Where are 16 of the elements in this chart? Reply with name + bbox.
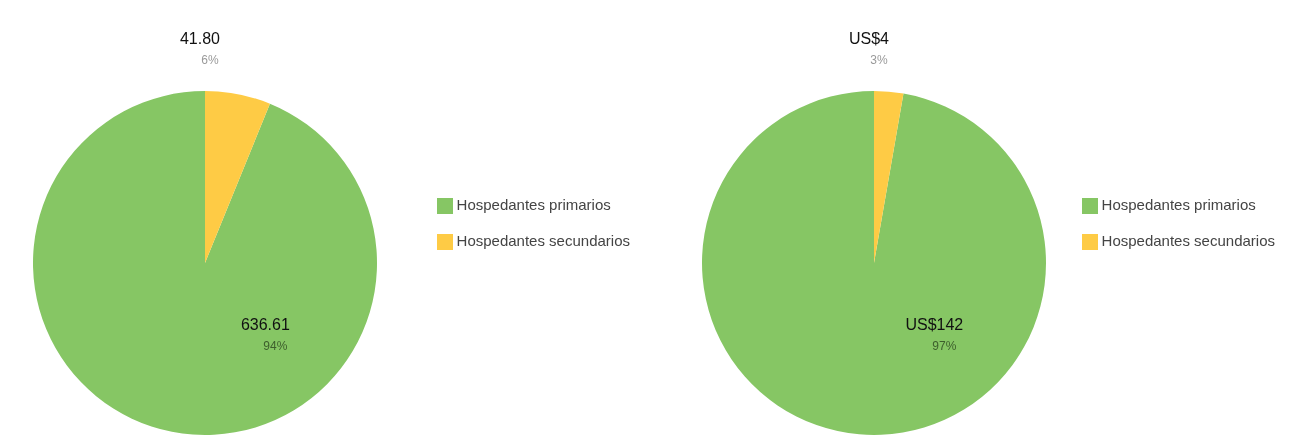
data-label: 636.61 — [240, 316, 290, 334]
pie-slice — [702, 91, 1046, 435]
text: 3% — [870, 53, 888, 67]
pie-slice — [874, 91, 904, 263]
legend-label: Hospedantes secundarios — [456, 232, 630, 249]
text: 97% — [932, 339, 957, 354]
pie-slice — [33, 91, 377, 435]
pie-slice — [205, 91, 270, 263]
text: 94% — [263, 339, 288, 354]
text: 6% — [201, 53, 219, 67]
data-label: 41.80 — [179, 30, 221, 47]
data-label: US$4 — [848, 30, 890, 47]
legend-label: Hospedantes primarios — [1101, 196, 1256, 213]
data-label: US$142 — [905, 316, 964, 334]
legend-label: Hospedantes secundarios — [1101, 232, 1275, 249]
legend-label: Hospedantes primarios — [456, 196, 611, 213]
